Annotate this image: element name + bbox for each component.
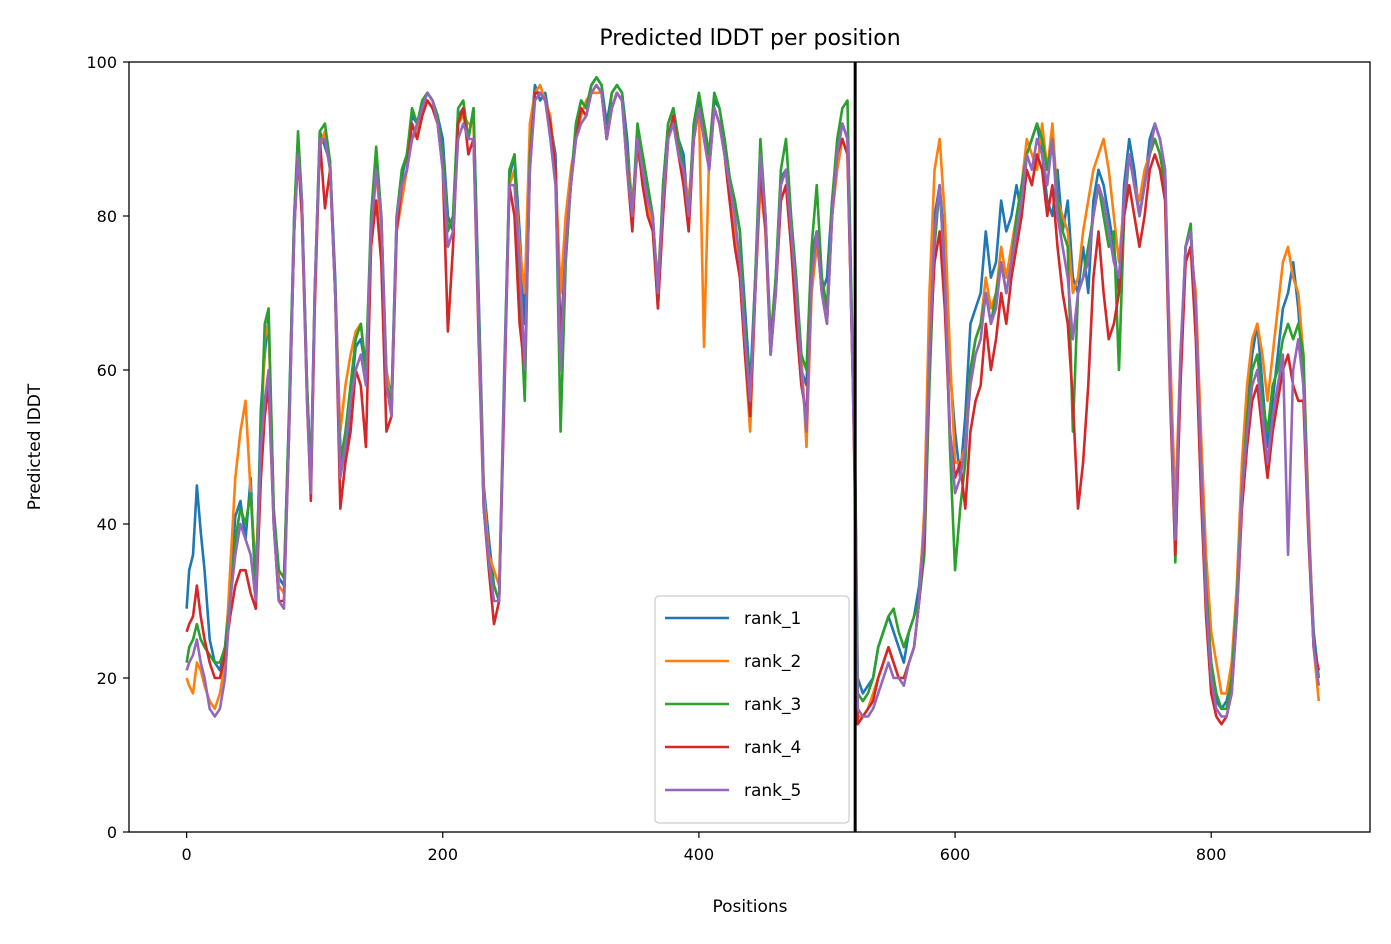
chart-title: Predicted lDDT per position bbox=[599, 26, 900, 51]
legend-label-rank-1: rank_1 bbox=[744, 609, 801, 629]
series-layer bbox=[185, 76, 1321, 726]
plot-frame bbox=[128, 61, 1371, 833]
legend-label-rank-4: rank_4 bbox=[744, 738, 801, 758]
legend: rank_1 rank_2 rank_3 rank_4 rank_5 bbox=[654, 595, 850, 824]
series-line-rank-5 bbox=[185, 83, 1321, 718]
y-tick-label: 60 bbox=[97, 361, 117, 380]
y-tick-label: 100 bbox=[86, 53, 117, 72]
x-axis-ticks: 0 200 400 600 800 bbox=[182, 832, 1227, 864]
legend-box bbox=[654, 595, 850, 824]
y-axis-ticks: 0 20 40 60 80 100 bbox=[86, 53, 129, 842]
x-axis-label: Positions bbox=[712, 897, 787, 917]
y-tick-label: 80 bbox=[97, 207, 117, 226]
y-tick-label: 20 bbox=[97, 669, 117, 688]
x-tick-label: 200 bbox=[427, 845, 458, 864]
x-tick-label: 800 bbox=[1196, 845, 1227, 864]
x-tick-label: 0 bbox=[182, 845, 192, 864]
y-tick-label: 40 bbox=[97, 515, 117, 534]
legend-label-rank-2: rank_2 bbox=[744, 652, 801, 672]
legend-label-rank-3: rank_3 bbox=[744, 695, 801, 715]
legend-label-rank-5: rank_5 bbox=[744, 781, 801, 801]
y-tick-label: 0 bbox=[107, 823, 117, 842]
y-axis-label: Predicted lDDT bbox=[25, 383, 45, 510]
x-tick-label: 600 bbox=[940, 845, 971, 864]
x-tick-label: 400 bbox=[684, 845, 715, 864]
